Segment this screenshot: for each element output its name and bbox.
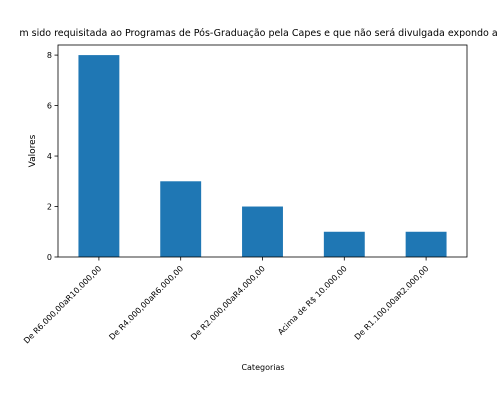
x-tick-label: Acima de R$ 10.000,00 xyxy=(276,264,349,337)
x-tick-label: De R6.000,00aR10.000,00 xyxy=(22,264,103,345)
x-tick-label: De R4.000,00aR6.000,00 xyxy=(107,264,185,342)
bar-3 xyxy=(242,206,283,257)
y-axis-ticks: 0 2 4 6 8 xyxy=(47,51,58,262)
chart-title: m sido requisitada ao Programas de Pós-G… xyxy=(19,28,500,39)
bar-1 xyxy=(78,55,120,257)
bars-group xyxy=(78,55,447,257)
y-tick-label: 2 xyxy=(47,203,52,212)
y-tick-label: 0 xyxy=(47,253,52,262)
bar-5 xyxy=(405,231,447,257)
x-tick-label: De R1.100,00aR2.000,00 xyxy=(353,264,431,342)
x-axis-label: Categorias xyxy=(241,363,284,372)
x-tick-label: De R2.000,00aR4.000,00 xyxy=(189,264,267,342)
bar-2 xyxy=(160,181,202,257)
y-tick-label: 6 xyxy=(47,102,52,111)
y-tick-label: 8 xyxy=(47,51,52,60)
bar-4 xyxy=(323,231,365,257)
x-axis-ticks: De R6.000,00aR10.000,00 De R4.000,00aR6.0… xyxy=(22,257,431,345)
y-tick-label: 4 xyxy=(47,152,52,161)
y-axis-label: Valores xyxy=(28,134,38,167)
